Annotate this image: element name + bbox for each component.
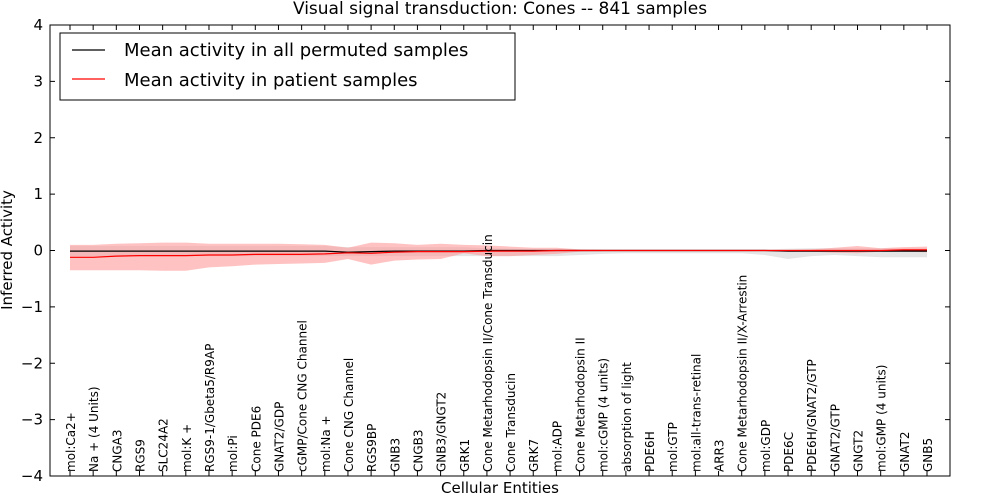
x-tick-label: GNB3 bbox=[388, 438, 402, 472]
x-tick-label: SLC24A2 bbox=[157, 418, 171, 472]
legend-label-permuted: Mean activity in all permuted samples bbox=[124, 40, 468, 61]
y-tick-label: 3 bbox=[33, 72, 43, 90]
x-tick-label: GRK1 bbox=[458, 439, 472, 472]
x-tick-label: GNGT2 bbox=[852, 430, 866, 472]
y-tick-label: 2 bbox=[33, 129, 43, 147]
x-tick-label: ARR3 bbox=[713, 439, 727, 472]
y-tick-label: −3 bbox=[21, 411, 43, 429]
x-tick-label: Cone Metarhodopsin II bbox=[574, 337, 588, 472]
x-tick-label: GNAT2/GDP bbox=[273, 402, 287, 472]
x-tick-label: PDE6H/GNAT2/GTP bbox=[805, 359, 819, 472]
x-tick-label: GNAT2 bbox=[898, 431, 912, 472]
y-axis-label: Inferred Activity bbox=[0, 190, 16, 310]
x-tick-label: RGS9-1/Gbeta5/R9AP bbox=[203, 344, 217, 472]
x-tick-label: RGS9 bbox=[134, 439, 148, 472]
x-tick-label: mol:GDP bbox=[759, 420, 773, 472]
x-tick-label: Cone PDE6 bbox=[249, 406, 263, 472]
legend-box bbox=[59, 32, 516, 101]
x-tick-label: absorption of light bbox=[620, 362, 634, 472]
x-tick-label: GNAT2/GTP bbox=[828, 404, 842, 472]
x-tick-label: mol:all-trans-retinal bbox=[689, 354, 703, 472]
band-patient bbox=[70, 242, 927, 271]
y-tick-label: −4 bbox=[21, 467, 43, 485]
legend: Mean activity in all permuted samples Me… bbox=[59, 32, 516, 101]
x-tick-label: CNGA3 bbox=[110, 430, 124, 473]
x-tick-label: mol:Na + bbox=[319, 415, 333, 472]
y-tick-label: −1 bbox=[21, 298, 43, 316]
line-patient bbox=[70, 249, 927, 258]
x-tick-label: PDE6H bbox=[643, 431, 657, 472]
x-tick-label: cGMP/Cone CNG Channel bbox=[296, 320, 310, 472]
x-tick-label: Na + (4 Units) bbox=[87, 386, 101, 472]
x-tick-label: mol:GMP (4 units) bbox=[875, 365, 889, 472]
x-tick-label: mol:Ca2+ bbox=[64, 412, 78, 472]
x-tick-label: mol:GTP bbox=[666, 422, 680, 472]
y-tick-label: 0 bbox=[33, 242, 43, 260]
x-tick-label: Cone Transducin bbox=[504, 373, 518, 472]
y-tick-label: −2 bbox=[21, 354, 43, 372]
x-tick-label: RGS9BP bbox=[365, 424, 379, 472]
x-axis-label: Cellular Entities bbox=[441, 479, 559, 497]
x-tick-labels: mol:Ca2+ Na + (4 Units) CNGA3 RGS9 SLC24A2 mo… bbox=[64, 25, 935, 476]
x-tick-label: mol:K + bbox=[180, 424, 194, 472]
x-tick-label: GRK7 bbox=[527, 439, 541, 472]
x-tick-label: mol:cGMP (4 units) bbox=[597, 358, 611, 472]
x-tick-label: Cone Metarhodopsin II/X-Arrestin bbox=[736, 275, 750, 472]
chart-title: Visual signal transduction: Cones -- 841… bbox=[293, 0, 707, 19]
x-tick-label: GNB3/GNGT2 bbox=[435, 392, 449, 472]
x-tick-label: CNGB3 bbox=[411, 429, 425, 472]
x-tick-label: Cone Metarhodopsin II/Cone Transducin bbox=[481, 234, 495, 472]
x-tick-label: mol:ADP bbox=[550, 421, 564, 472]
series-lines bbox=[70, 249, 927, 258]
x-tick-label: mol:Pi bbox=[226, 435, 240, 472]
y-tick-label: 1 bbox=[33, 185, 43, 203]
x-tick-label: PDE6C bbox=[782, 432, 796, 472]
confidence-bands bbox=[70, 242, 927, 271]
y-tick-label: 4 bbox=[33, 16, 43, 34]
x-tick-label: GNB5 bbox=[921, 438, 935, 472]
x-tick-label: Cone CNG Channel bbox=[342, 358, 356, 472]
y-axis: −4 −3 −2 −1 0 1 2 3 4 bbox=[21, 16, 950, 485]
legend-label-patient: Mean activity in patient samples bbox=[124, 70, 418, 91]
